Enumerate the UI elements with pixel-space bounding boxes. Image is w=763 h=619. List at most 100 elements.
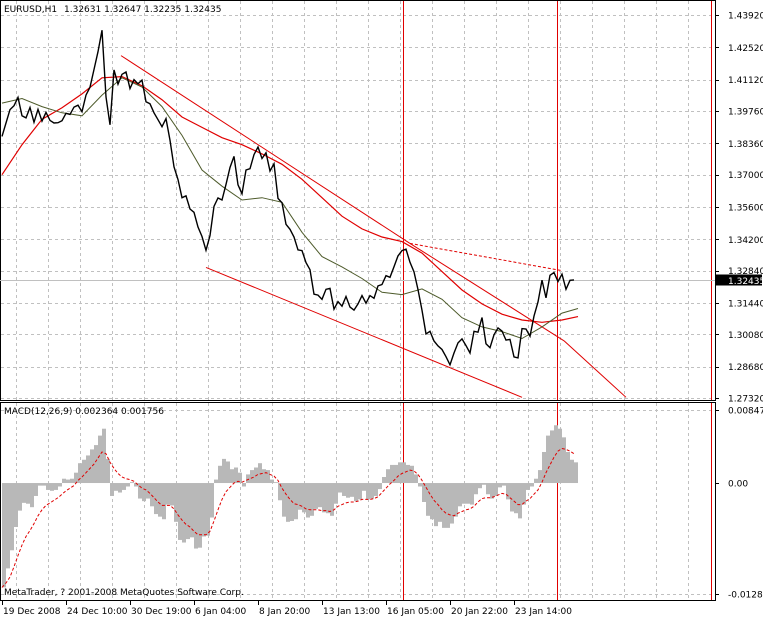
macd-histogram-bar	[338, 483, 342, 493]
macd-histogram-bar	[222, 458, 226, 484]
price-y-tick-label: 1.37000	[728, 171, 763, 181]
macd-histogram-bar	[278, 483, 282, 501]
moving-average-fast	[1, 77, 579, 340]
macd-histogram-bar	[150, 483, 154, 507]
macd-y-tick-label: -0.01287	[728, 591, 763, 601]
macd-histogram-bar	[322, 483, 326, 513]
macd-histogram-bar	[494, 483, 498, 496]
macd-histogram-bar	[478, 483, 482, 489]
macd-histogram-bar	[346, 483, 350, 498]
macd-histogram-bar	[438, 483, 442, 522]
macd-histogram-bar	[514, 483, 518, 514]
macd-histogram-bar	[502, 483, 506, 486]
macd-histogram-bar	[82, 459, 86, 484]
macd-histogram-bar	[574, 462, 578, 484]
macd-histogram-bar	[118, 483, 122, 493]
macd-histogram-bar	[282, 483, 286, 517]
price-y-tick-label: 1.41120	[728, 76, 763, 86]
macd-histogram-bar	[146, 483, 150, 499]
time-axis: 19 Dec 2008 24 Dec 10:00 30 Dec 19:00 6 Jan…	[2, 601, 572, 617]
macd-header: MACD(12,26,9) 0.002364 0.001756	[4, 407, 164, 417]
macd-histogram	[2, 425, 578, 588]
trendline	[205, 266, 523, 398]
macd-histogram-bar	[426, 483, 430, 516]
macd-histogram-bar	[166, 483, 170, 505]
macd-histogram-bar	[418, 483, 422, 487]
macd-histogram-bar	[522, 483, 526, 505]
macd-histogram-bar	[22, 483, 26, 503]
trendline	[409, 242, 565, 342]
price-y-axis: 1.43920 1.42520 1.41120 1.39760 1.38360 1.370…	[715, 12, 763, 405]
macd-histogram-bar	[334, 483, 338, 504]
macd-histogram-bar	[194, 483, 198, 549]
macd-histogram-bar	[126, 483, 130, 487]
time-tick-label: 30 Dec 19:00	[131, 607, 192, 617]
macd-histogram-bar	[330, 483, 334, 516]
macd-histogram-bar	[210, 483, 214, 518]
macd-y-tick-label: 0.00	[728, 480, 748, 490]
macd-histogram-bar	[454, 483, 458, 517]
macd-histogram-bar	[58, 483, 62, 487]
macd-histogram-bar	[86, 455, 90, 484]
price-vertical-markers	[403, 1, 712, 400]
macd-histogram-bar	[122, 483, 126, 490]
current-price-box	[716, 274, 762, 286]
price-y-tick-label: 1.34200	[728, 236, 763, 246]
price-y-tick-label: 1.30080	[728, 331, 763, 341]
trendlines	[120, 55, 627, 398]
macd-histogram-bar	[538, 470, 542, 484]
macd-histogram-bar	[314, 483, 318, 509]
time-tick-label: 8 Jan 20:00	[259, 607, 311, 617]
macd-signal-line	[1, 447, 575, 588]
price-grid	[1, 1, 715, 400]
macd-histogram-bar	[38, 483, 42, 486]
macd-histogram-bar	[26, 483, 30, 504]
macd-histogram-bar	[74, 472, 78, 484]
macd-histogram-bar	[406, 464, 410, 484]
time-tick-label: 19 Dec 2008	[3, 607, 61, 617]
macd-histogram-bar	[258, 463, 262, 484]
macd-histogram-bar	[102, 428, 106, 484]
price-header-symbol: EURUSD,H1	[4, 5, 57, 15]
price-series	[1, 30, 575, 367]
macd-histogram-bar	[394, 464, 398, 484]
macd-histogram-bar	[78, 463, 82, 484]
macd-histogram-bar	[566, 451, 570, 484]
macd-histogram-bar	[370, 483, 374, 499]
macd-histogram-bar	[190, 483, 194, 538]
macd-histogram-bar	[378, 483, 382, 490]
macd-histogram-bar	[158, 483, 162, 517]
macd-histogram-bar	[274, 482, 278, 484]
macd-histogram-bar	[2, 483, 6, 588]
macd-histogram-bar	[50, 483, 54, 491]
macd-histogram-bar	[534, 478, 538, 484]
macd-histogram-bar	[486, 483, 490, 495]
macd-histogram-bar	[326, 483, 330, 514]
macd-histogram-bar	[518, 483, 522, 519]
price-y-tick-label: 1.35600	[728, 203, 763, 213]
time-tick-label: 6 Jan 04:00	[195, 607, 247, 617]
time-tick-label: 23 Jan 14:00	[515, 607, 572, 617]
macd-histogram-bar	[562, 437, 566, 484]
trendline	[563, 340, 627, 398]
price-y-tick-label: 1.42520	[728, 44, 763, 54]
macd-histogram-bar	[398, 462, 402, 484]
macd-histogram-bar	[466, 483, 470, 504]
macd-histogram-bar	[10, 483, 14, 551]
macd-histogram-bar	[178, 483, 182, 540]
macd-histogram-bar	[90, 449, 94, 484]
macd-histogram-bar	[94, 445, 98, 484]
macd-histogram-bar	[70, 478, 74, 484]
macd-histogram-bar	[446, 483, 450, 528]
macd-histogram-bar	[434, 483, 438, 527]
macd-histogram-bar	[366, 483, 370, 500]
macd-histogram-bar	[62, 478, 66, 484]
macd-histogram-bar	[530, 483, 534, 487]
macd-histogram-bar	[542, 451, 546, 484]
macd-histogram-bar	[474, 483, 478, 495]
macd-histogram-bar	[410, 465, 414, 484]
macd-histogram-bar	[302, 483, 306, 513]
macd-histogram-bar	[442, 483, 446, 528]
macd-histogram-bar	[142, 483, 146, 502]
